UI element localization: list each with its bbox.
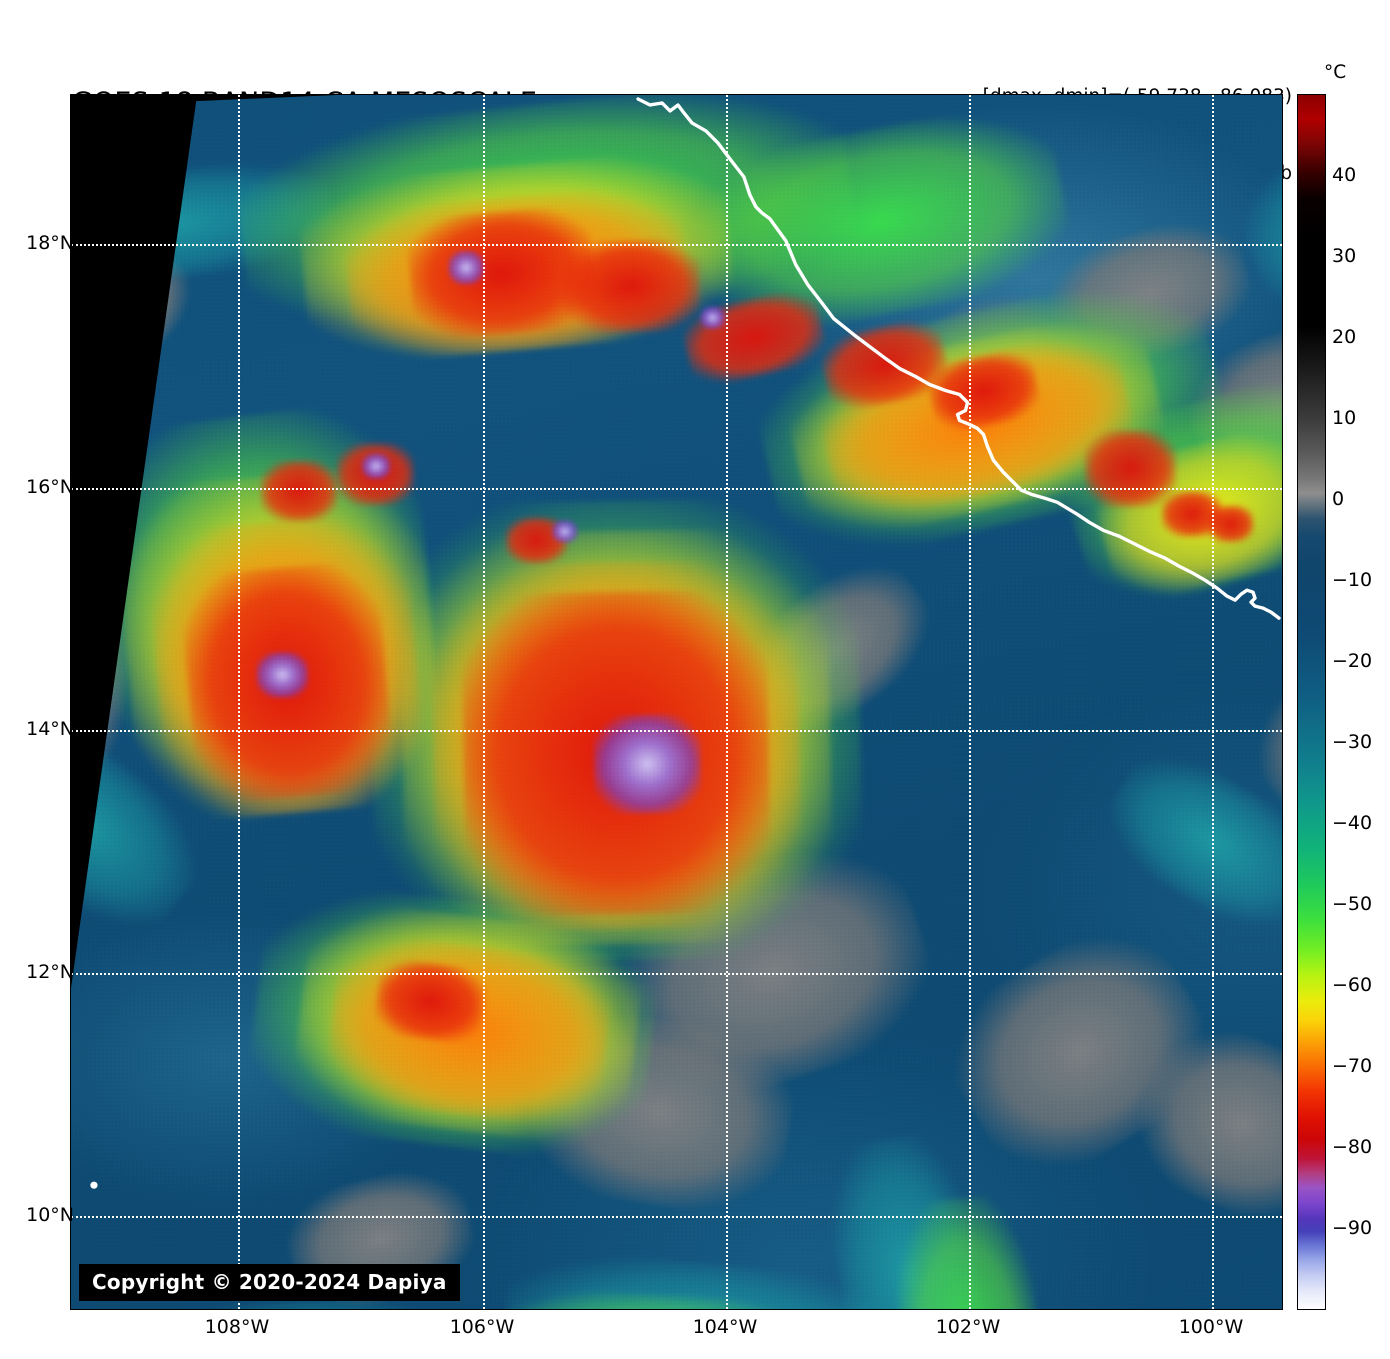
colorbar-tick-10: 10 <box>1332 407 1357 429</box>
xtick-label-106w: 106°W <box>449 1316 515 1338</box>
ytick-label-14n: 14°N <box>26 718 74 740</box>
colorbar-tick-20: 20 <box>1332 326 1357 348</box>
colorbar-tick-m60: −60 <box>1332 974 1373 996</box>
convective-cell-small <box>1207 505 1253 542</box>
cloud-canopy-green <box>888 1193 1051 1309</box>
convective-cell-small <box>372 957 487 1046</box>
overshooting-top <box>551 520 577 543</box>
colorbar-tick-m90: −90 <box>1332 1217 1373 1239</box>
colorbar-unit-label: °C <box>1324 62 1347 83</box>
overshooting-top <box>256 652 309 699</box>
ytick-label-12n: 12°N <box>26 961 74 983</box>
colorbar-tick-m50: −50 <box>1332 893 1373 915</box>
overshooting-top <box>593 714 702 815</box>
copyright-badge: Copyright © 2020-2024 Dapiya <box>79 1264 460 1301</box>
xtick-label-108w: 108°W <box>204 1316 270 1338</box>
colorbar-tick-m30: −30 <box>1332 731 1373 753</box>
colorbar-tick-m40: −40 <box>1332 812 1373 834</box>
overshooting-top <box>700 306 725 329</box>
colorbar-tick-m80: −80 <box>1332 1136 1373 1158</box>
overshooting-top <box>447 251 484 285</box>
map-plot-area: Copyright © 2020-2024 Dapiya <box>70 94 1283 1310</box>
colorbar-tick-m20: −20 <box>1332 650 1373 672</box>
xtick-label-100w: 100°W <box>1178 1316 1244 1338</box>
colorbar-gradient <box>1298 95 1325 1309</box>
colorbar-tick-40: 40 <box>1332 164 1357 186</box>
satellite-swath <box>71 95 1282 1309</box>
colorbar-tick-m70: −70 <box>1332 1055 1373 1077</box>
convective-cell-small <box>260 460 337 522</box>
colorbar-tick-0: 0 <box>1332 488 1345 510</box>
satellite-image-clip <box>71 95 1282 1309</box>
overshooting-top <box>361 453 390 480</box>
colorbar <box>1297 94 1326 1310</box>
colorbar-tick-m10: −10 <box>1332 569 1373 591</box>
xtick-label-104w: 104°W <box>692 1316 758 1338</box>
ytick-label-16n: 16°N <box>26 476 74 498</box>
xtick-label-102w: 102°W <box>935 1316 1001 1338</box>
ytick-label-18n: 18°N <box>26 232 74 254</box>
colorbar-tick-30: 30 <box>1332 245 1357 267</box>
ytick-label-10n: 10°N <box>26 1204 74 1226</box>
